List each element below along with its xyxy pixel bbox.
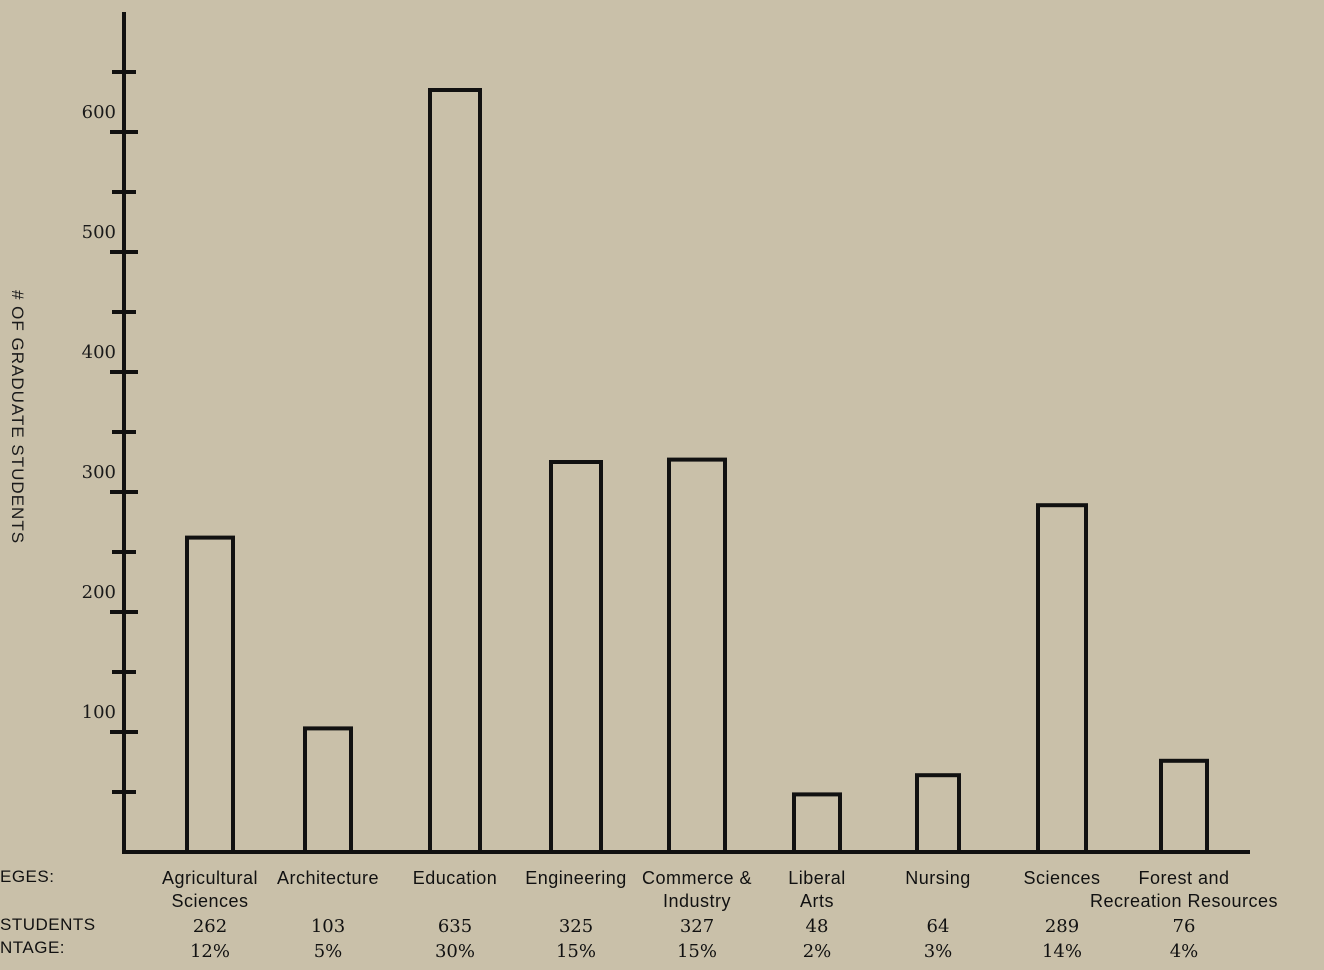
- bar: [185, 535, 235, 854]
- percentage-label: 2%: [803, 941, 832, 962]
- category-label: Education: [413, 868, 498, 888]
- category-label: Forest and: [1138, 868, 1229, 888]
- bar: [303, 726, 353, 855]
- percentage-label: 14%: [1042, 941, 1082, 962]
- category-label: Nursing: [905, 868, 971, 888]
- bar: [1159, 758, 1209, 854]
- percentage-label: 5%: [314, 941, 343, 962]
- percentage-label: 3%: [924, 941, 953, 962]
- bar: [428, 88, 482, 854]
- bars: [185, 88, 1209, 855]
- category-label: Recreation Resources: [1090, 891, 1278, 911]
- y-tick-label: 400: [82, 342, 116, 363]
- percentage-label: 15%: [556, 941, 596, 962]
- row-label-colleges: EGES:: [0, 867, 54, 886]
- student-count-label: 327: [680, 916, 714, 937]
- category-labels: Agricultural Sciences Architecture Educatio…: [162, 868, 1278, 911]
- student-count-label: 635: [438, 916, 472, 937]
- student-count-label: 325: [559, 916, 593, 937]
- category-label: Engineering: [525, 868, 627, 888]
- category-label: Liberal: [788, 868, 846, 888]
- y-tick-label: 300: [82, 462, 116, 483]
- row-label-students: STUDENTS: [0, 915, 96, 934]
- y-tick-label: 600: [82, 102, 116, 123]
- y-tick-label: 500: [82, 222, 116, 243]
- percentage-label: 15%: [677, 941, 717, 962]
- bar: [915, 773, 961, 855]
- student-count-label: 103: [311, 916, 345, 937]
- percentage-labels: 12% 5% 30% 15% 15% 2% 3% 14% 4%: [190, 941, 1198, 962]
- student-count-labels: 262 103 635 325 327 48 64 289 76: [193, 916, 1196, 937]
- student-count-label: 289: [1045, 916, 1079, 937]
- category-label: Sciences: [171, 891, 248, 911]
- category-label: Industry: [663, 891, 731, 911]
- student-count-label: 262: [193, 916, 227, 937]
- category-label: Commerce &: [642, 868, 752, 888]
- row-label-percentage: NTAGE:: [0, 938, 65, 957]
- y-tick-label: 200: [82, 582, 116, 603]
- bar: [667, 457, 727, 854]
- category-label: Architecture: [277, 868, 379, 888]
- percentage-label: 30%: [435, 941, 475, 962]
- student-count-label: 76: [1173, 916, 1196, 937]
- bar: [1036, 503, 1088, 854]
- category-label: Sciences: [1023, 868, 1100, 888]
- bar: [792, 792, 842, 855]
- student-count-label: 64: [927, 916, 950, 937]
- bar: [549, 460, 603, 854]
- y-axis-label: # OF GRADUATE STUDENTS: [8, 290, 27, 544]
- percentage-label: 12%: [190, 941, 230, 962]
- category-label: Arts: [800, 891, 834, 911]
- category-label: Agricultural: [162, 868, 258, 888]
- student-count-label: 48: [806, 916, 829, 937]
- y-tick-label: 100: [82, 702, 116, 723]
- percentage-label: 4%: [1170, 941, 1199, 962]
- y-axis: 100 200 300 400 500 600: [82, 12, 1250, 854]
